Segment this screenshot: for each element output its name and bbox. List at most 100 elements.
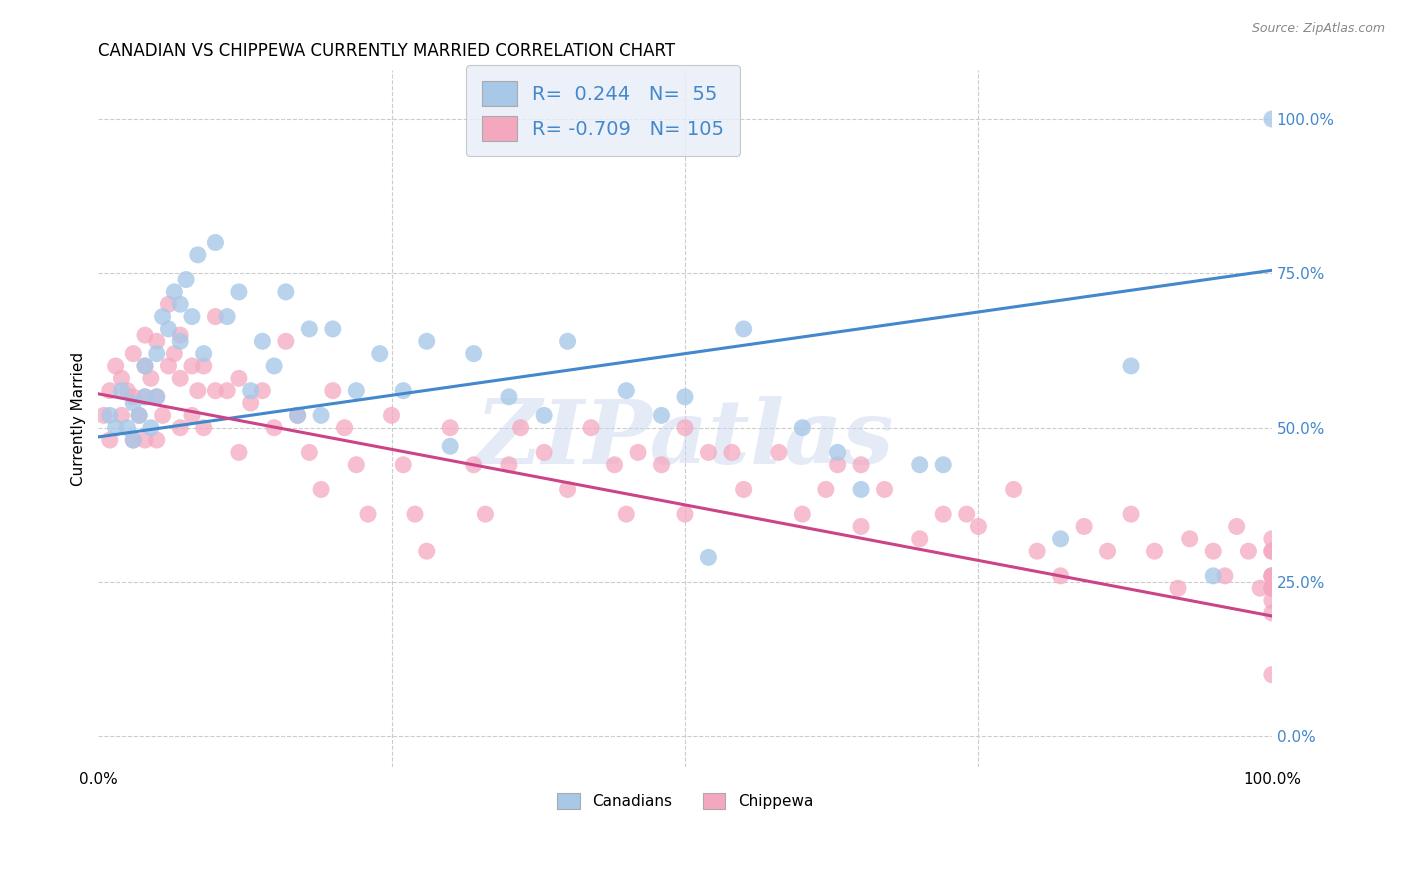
Point [169, 334, 191, 349]
Point [650, 458, 672, 472]
Point [533, 409, 555, 423]
Point [134, 390, 156, 404]
Point [1178, 532, 1201, 546]
Point [1261, 593, 1284, 607]
Point [134, 359, 156, 373]
Point [145, 390, 167, 404]
Point [145, 390, 167, 404]
Point [152, 409, 174, 423]
Point [1002, 483, 1025, 497]
Point [344, 458, 367, 472]
Point [134, 390, 156, 404]
Point [1167, 581, 1189, 595]
Point [1202, 569, 1225, 583]
Point [1143, 544, 1166, 558]
Point [509, 420, 531, 434]
Point [1026, 544, 1049, 558]
Point [134, 433, 156, 447]
Point [498, 458, 520, 472]
Point [157, 297, 180, 311]
Text: ZIPatlas: ZIPatlas [477, 396, 894, 483]
Point [344, 384, 367, 398]
Point [217, 310, 239, 324]
Point [252, 384, 274, 398]
Point [498, 390, 520, 404]
Point [322, 322, 344, 336]
Point [1073, 519, 1095, 533]
Point [827, 458, 849, 472]
Point [322, 384, 344, 398]
Point [104, 359, 127, 373]
Point [792, 420, 814, 434]
Point [217, 384, 239, 398]
Point [1261, 532, 1284, 546]
Point [1249, 581, 1271, 595]
Point [733, 322, 755, 336]
Point [932, 507, 955, 521]
Point [439, 420, 461, 434]
Point [187, 384, 209, 398]
Point [181, 409, 204, 423]
Point [603, 458, 626, 472]
Point [792, 507, 814, 521]
Point [416, 334, 439, 349]
Point [309, 483, 332, 497]
Point [392, 384, 415, 398]
Point [169, 371, 191, 385]
Point [1261, 667, 1284, 681]
Point [1261, 569, 1284, 583]
Point [104, 420, 127, 434]
Point [157, 359, 180, 373]
Point [193, 346, 215, 360]
Point [768, 445, 790, 459]
Point [474, 507, 496, 521]
Point [1097, 544, 1119, 558]
Point [298, 322, 321, 336]
Point [287, 409, 309, 423]
Point [139, 371, 162, 385]
Point [1261, 112, 1284, 126]
Point [169, 297, 191, 311]
Point [673, 420, 696, 434]
Point [368, 346, 391, 360]
Point [557, 334, 579, 349]
Point [416, 544, 439, 558]
Point [1119, 359, 1142, 373]
Point [128, 409, 150, 423]
Point [1213, 569, 1236, 583]
Point [110, 384, 132, 398]
Point [1261, 544, 1284, 558]
Point [908, 532, 931, 546]
Point [956, 507, 979, 521]
Point [333, 420, 356, 434]
Point [463, 458, 485, 472]
Point [697, 550, 720, 565]
Point [439, 439, 461, 453]
Text: Source: ZipAtlas.com: Source: ZipAtlas.com [1251, 22, 1385, 36]
Point [827, 445, 849, 459]
Point [967, 519, 990, 533]
Point [122, 433, 145, 447]
Point [263, 359, 285, 373]
Point [1049, 569, 1071, 583]
Point [1226, 519, 1249, 533]
Point [122, 390, 145, 404]
Point [204, 384, 226, 398]
Point [392, 458, 415, 472]
Point [145, 346, 167, 360]
Point [1261, 569, 1284, 583]
Point [181, 310, 204, 324]
Point [849, 458, 872, 472]
Point [298, 445, 321, 459]
Point [533, 445, 555, 459]
Point [673, 390, 696, 404]
Point [228, 371, 250, 385]
Text: CANADIAN VS CHIPPEWA CURRENTLY MARRIED CORRELATION CHART: CANADIAN VS CHIPPEWA CURRENTLY MARRIED C… [98, 42, 675, 60]
Point [139, 420, 162, 434]
Point [1261, 581, 1284, 595]
Point [1261, 581, 1284, 595]
Point [117, 420, 139, 434]
Point [122, 346, 145, 360]
Point [814, 483, 837, 497]
Point [193, 359, 215, 373]
